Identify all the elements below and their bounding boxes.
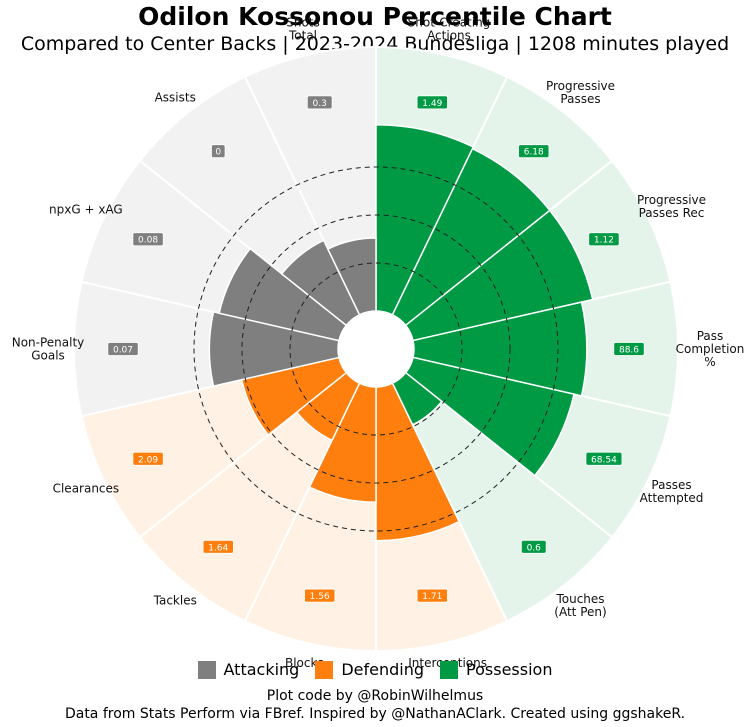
value-label: 0 — [215, 148, 221, 158]
metric-label: Shots Total — [286, 16, 320, 43]
metric-label: Progressive Passes — [546, 79, 615, 106]
legend: Attacking Defending Possession — [0, 660, 750, 679]
value-badge — [132, 451, 164, 466]
value-label: 1.12 — [594, 236, 614, 246]
metric-label: Blocks — [285, 656, 324, 670]
value-label: 1.56 — [310, 592, 330, 602]
credit-plot-code: Plot code by @RobinWilhelmus — [266, 688, 484, 704]
metric-label: Non-Penalty Goals — [12, 336, 85, 363]
value-label: 1.64 — [208, 543, 228, 553]
metric-label: Tackles — [153, 594, 197, 608]
value-badge — [304, 588, 336, 603]
metric-label: Clearances — [53, 482, 120, 496]
value-label: 88.6 — [619, 346, 639, 356]
credit-data-source: Data from Stats Perform via FBref. Inspi… — [64, 706, 686, 722]
value-label: 2.09 — [138, 455, 158, 465]
legend-label-defending: Defending — [341, 660, 425, 679]
metric-label: npxG + xAG — [49, 202, 123, 216]
bar — [375, 382, 461, 542]
value-badge — [306, 95, 333, 110]
value-badge — [585, 451, 623, 466]
gridline — [289, 262, 463, 436]
metric-label: Pass Completion% — [676, 329, 745, 369]
metric-label: Progressive Passes Rec — [637, 193, 706, 220]
value-badge — [520, 539, 547, 554]
value-badge — [211, 144, 226, 159]
legend-item-possession: Possession — [440, 660, 552, 679]
chart-subtitle: Compared to Center Backs | 2023-2024 Bun… — [20, 33, 730, 55]
value-badge — [588, 232, 620, 247]
center-hole — [338, 311, 414, 387]
value-badge — [202, 539, 234, 554]
metric-label: Touches (Att Pen) — [554, 592, 606, 619]
metric-label: Shot-Creating Actions — [408, 16, 491, 43]
value-label: 1.71 — [422, 592, 442, 602]
value-label: 0.07 — [113, 346, 133, 356]
legend-item-defending: Defending — [315, 660, 424, 679]
value-badge — [518, 144, 550, 159]
legend-label-possession: Possession — [466, 660, 553, 679]
value-label: 0.08 — [138, 236, 158, 246]
value-label: 0.6 — [527, 543, 542, 553]
value-badge — [132, 232, 164, 247]
value-label: 6.18 — [524, 148, 544, 158]
value-label: 1.49 — [422, 99, 442, 109]
legend-swatch-attacking — [197, 660, 216, 679]
legend-swatch-defending — [315, 660, 334, 679]
chart-title: Odilon Kossonou Percentile Chart — [138, 2, 612, 31]
metric-label: Assists — [155, 90, 196, 104]
value-label: 0.3 — [313, 99, 327, 109]
metric-label: Passes Attempted — [640, 478, 704, 505]
value-badge — [107, 342, 139, 356]
gridline — [241, 214, 511, 484]
value-badge — [416, 588, 448, 603]
value-badge — [416, 95, 448, 110]
value-label: 68.54 — [591, 455, 617, 465]
legend-swatch-possession — [440, 660, 459, 679]
legend-label-attacking: Attacking — [223, 660, 300, 679]
value-badge — [613, 342, 645, 356]
legend-item-attacking: Attacking — [197, 660, 300, 679]
gridline — [193, 166, 559, 532]
